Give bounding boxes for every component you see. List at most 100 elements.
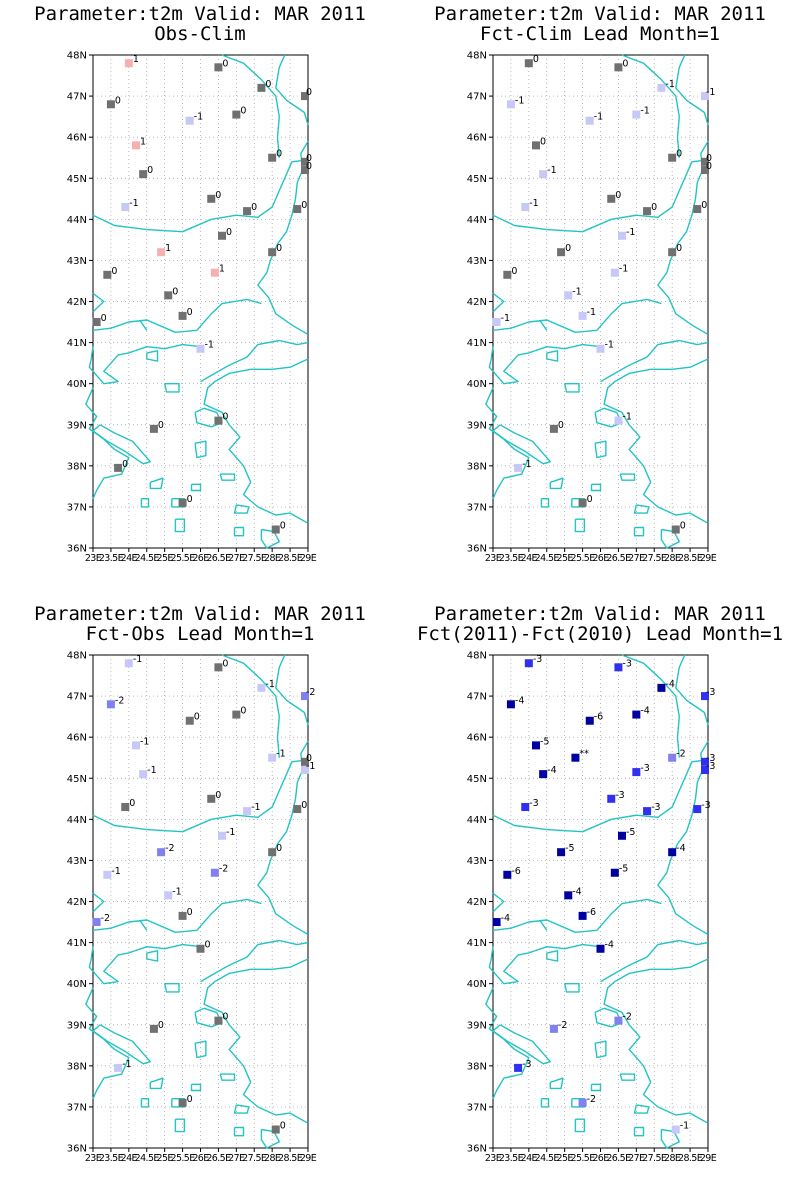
coastline	[590, 483, 602, 492]
station-marker	[149, 424, 158, 433]
lon-tick-label: 27E	[628, 553, 645, 564]
station-value-label: 0	[194, 712, 200, 723]
station-marker	[214, 1016, 223, 1025]
station-value-label: -4	[605, 940, 614, 951]
lon-tick-label: 23E	[485, 1153, 502, 1164]
station-value-label: 0	[215, 190, 221, 201]
lon-tick-label: 26E	[592, 1153, 609, 1164]
station-marker	[257, 683, 266, 692]
lon-tick-label: 24.5E	[135, 553, 160, 564]
coastline	[85, 387, 130, 499]
lat-tick-label: 37N	[67, 502, 87, 513]
station-marker	[578, 1098, 587, 1107]
lat-tick-label: 37N	[467, 502, 487, 513]
station-value-label: -3	[706, 687, 715, 698]
station-value-label: 1	[133, 54, 139, 65]
coastline	[549, 477, 564, 490]
station-marker	[214, 63, 223, 72]
coastline	[540, 498, 550, 508]
lat-tick-label: 38N	[467, 1061, 487, 1072]
coastline	[633, 1104, 650, 1114]
coastline	[88, 343, 201, 385]
coastline	[92, 898, 262, 933]
station-value-label: -1	[626, 227, 635, 238]
station-value-label: -1	[572, 286, 581, 297]
station-marker	[106, 700, 115, 709]
station-value-label: -1	[515, 95, 524, 106]
lat-tick-label: 43N	[67, 856, 87, 867]
station-marker	[614, 416, 623, 425]
station-marker	[614, 663, 623, 672]
station-value-label: 0	[276, 149, 282, 160]
station-value-label: -3	[706, 761, 715, 772]
station-marker	[571, 753, 580, 762]
station-marker	[92, 918, 101, 927]
station-marker	[139, 170, 148, 179]
station-marker	[301, 166, 309, 175]
station-marker	[114, 463, 123, 472]
station-marker	[207, 794, 216, 803]
lat-tick-label: 36N	[467, 1144, 487, 1155]
station-value-label: 0	[540, 136, 546, 147]
station-marker	[578, 911, 587, 920]
lon-tick-label: 26.5E	[206, 1153, 231, 1164]
station-marker	[668, 753, 677, 762]
station-value-label: 0	[187, 307, 193, 318]
station-marker	[657, 683, 666, 692]
station-value-label: -1	[276, 749, 285, 760]
station-marker	[643, 207, 652, 216]
station-value-label: **	[579, 749, 589, 760]
station-marker	[114, 1063, 123, 1072]
station-value-label: -3	[529, 798, 538, 809]
lon-tick-label: 26E	[192, 553, 209, 564]
coastline	[549, 1077, 564, 1090]
panel-fct-obs: Parameter:t2m Valid: MAR 2011 Fct-Obs Le…	[0, 600, 400, 1200]
station-value-label: -2	[165, 843, 174, 854]
coastline	[675, 54, 709, 125]
lon-tick-label: 24.5E	[535, 1153, 560, 1164]
coastline	[633, 1126, 645, 1137]
lon-tick-label: 28E	[664, 1153, 681, 1164]
station-value-label: 0	[222, 412, 228, 423]
station-marker	[139, 770, 148, 779]
station-marker	[268, 848, 277, 857]
panel-subtitle: Fct-Obs Lead Month=1	[85, 623, 315, 645]
station-marker	[218, 831, 226, 840]
station-marker	[157, 248, 166, 257]
lat-tick-label: 42N	[67, 897, 87, 908]
station-marker	[132, 741, 140, 750]
station-marker	[532, 141, 540, 150]
lon-tick-label: 25.5E	[171, 1153, 196, 1164]
lat-tick-label: 36N	[67, 1144, 87, 1155]
lon-tick-label: 27.5E	[242, 553, 267, 564]
coastline	[164, 983, 180, 993]
lat-tick-label: 39N	[67, 420, 87, 431]
station-marker	[671, 1125, 680, 1134]
station-value-label: -2	[115, 695, 124, 706]
coastline	[139, 919, 148, 931]
lat-tick-label: 48N	[67, 651, 87, 662]
lat-tick-label: 41N	[67, 938, 87, 949]
station-value-label: 0	[158, 420, 164, 431]
lat-tick-label: 48N	[467, 51, 487, 62]
station-marker	[514, 463, 523, 472]
station-marker	[514, 1063, 523, 1072]
station-marker	[301, 157, 309, 166]
lat-tick-label: 37N	[67, 1102, 87, 1113]
station-value-label: -1	[706, 87, 715, 98]
station-marker	[549, 424, 558, 433]
station-value-label: -1	[501, 313, 510, 324]
lon-tick-label: 23.5E	[99, 553, 124, 564]
coastline	[600, 339, 709, 383]
lon-tick-label: 23E	[85, 1153, 102, 1164]
lon-tick-label: 28.5E	[278, 1153, 303, 1164]
station-value-label: -1	[587, 307, 596, 318]
lat-tick-label: 42N	[67, 297, 87, 308]
station-value-label: -1	[226, 827, 235, 838]
panel-title: Parameter:t2m Valid: MAR 2011	[434, 3, 766, 25]
station-marker	[178, 1098, 187, 1107]
coastline	[146, 950, 159, 962]
lat-tick-label: 46N	[467, 133, 487, 144]
station-value-label: 0	[306, 153, 312, 164]
station-value-label: 0	[511, 266, 517, 277]
